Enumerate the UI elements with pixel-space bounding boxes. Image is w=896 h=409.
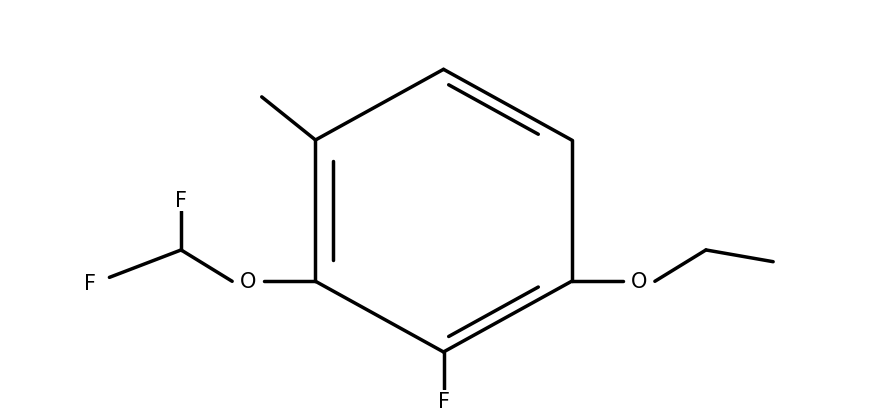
Text: O: O [240, 272, 256, 292]
Text: O: O [631, 272, 647, 292]
Text: F: F [437, 391, 450, 409]
Text: F: F [175, 190, 187, 210]
Text: F: F [83, 274, 96, 294]
